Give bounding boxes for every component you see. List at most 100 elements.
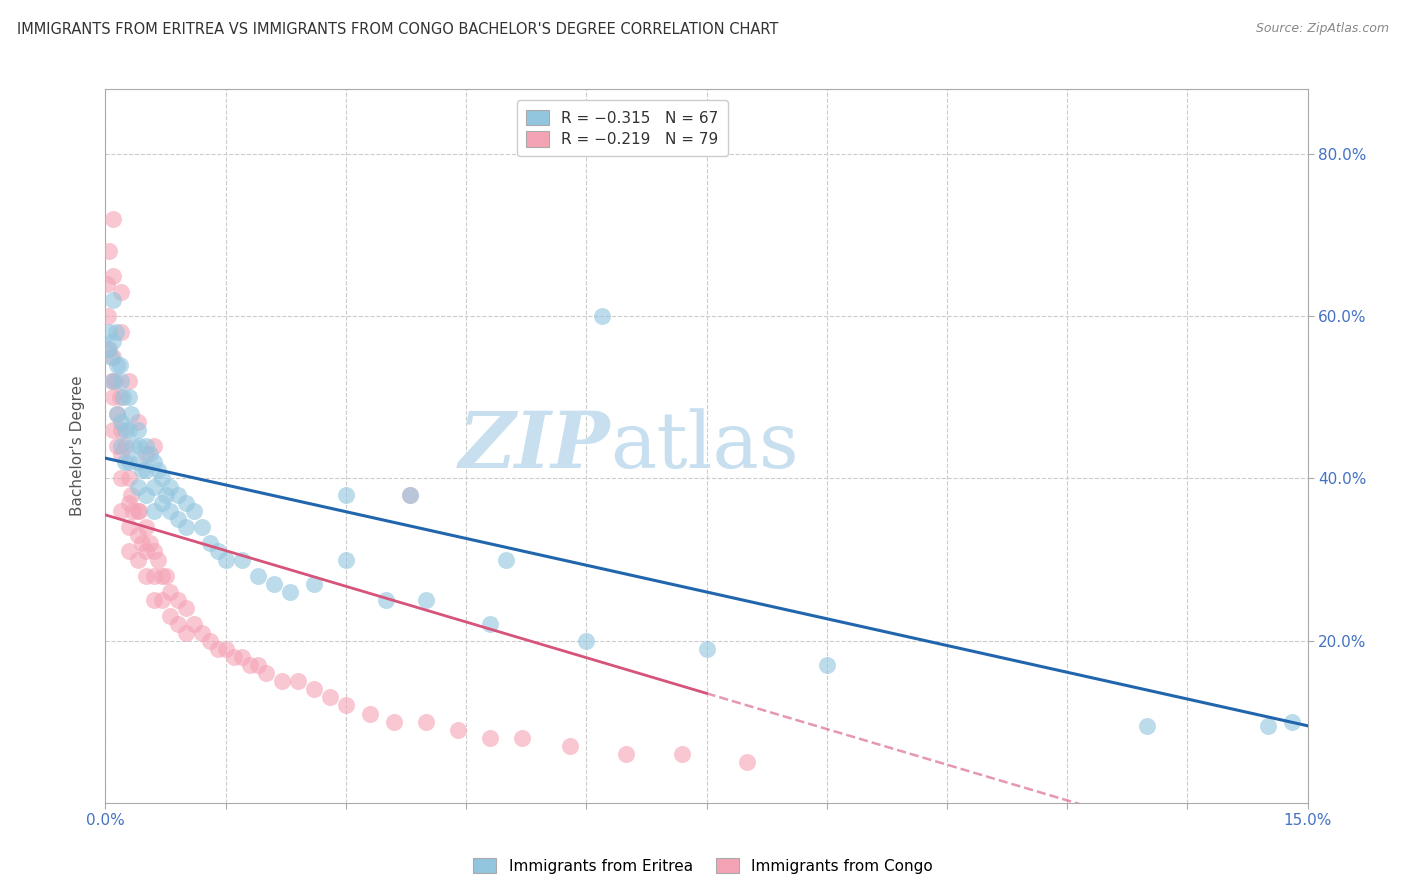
- Point: [174, 520, 197, 534]
- Point: [120, 407, 142, 421]
- Point: [495, 552, 517, 566]
- Legend: R = −0.315   N = 67, R = −0.219   N = 79: R = −0.315 N = 67, R = −0.219 N = 79: [517, 101, 728, 156]
- Point: [479, 617, 502, 632]
- Point: [142, 504, 165, 518]
- Point: [560, 739, 582, 753]
- Point: [159, 585, 181, 599]
- Point: [98, 342, 121, 356]
- Point: [190, 625, 212, 640]
- Point: [127, 479, 149, 493]
- Point: [616, 747, 638, 761]
- Point: [103, 374, 125, 388]
- Point: [118, 455, 141, 469]
- Point: [335, 552, 357, 566]
- Point: [135, 488, 157, 502]
- Point: [118, 471, 141, 485]
- Point: [98, 326, 121, 340]
- Text: ZIP: ZIP: [458, 408, 610, 484]
- Point: [735, 756, 758, 770]
- Point: [575, 633, 598, 648]
- Point: [382, 714, 405, 729]
- Point: [671, 747, 693, 761]
- Point: [142, 439, 165, 453]
- Point: [103, 390, 125, 404]
- Point: [127, 552, 149, 566]
- Point: [155, 568, 177, 582]
- Point: [135, 463, 157, 477]
- Point: [118, 520, 141, 534]
- Text: atlas: atlas: [610, 409, 799, 483]
- Point: [239, 657, 262, 672]
- Point: [118, 496, 141, 510]
- Point: [287, 674, 309, 689]
- Point: [107, 407, 129, 421]
- Point: [110, 423, 132, 437]
- Point: [101, 374, 124, 388]
- Point: [118, 544, 141, 558]
- Point: [270, 674, 292, 689]
- Point: [127, 528, 149, 542]
- Point: [107, 358, 129, 372]
- Point: [104, 326, 127, 340]
- Point: [246, 568, 269, 582]
- Point: [198, 536, 221, 550]
- Point: [103, 293, 125, 307]
- Point: [108, 358, 131, 372]
- Point: [222, 649, 245, 664]
- Point: [183, 617, 205, 632]
- Point: [103, 268, 125, 283]
- Point: [118, 390, 141, 404]
- Point: [135, 439, 157, 453]
- Point: [159, 609, 181, 624]
- Point: [263, 577, 285, 591]
- Point: [696, 641, 718, 656]
- Point: [127, 455, 149, 469]
- Point: [97, 342, 120, 356]
- Point: [335, 698, 357, 713]
- Point: [150, 471, 173, 485]
- Point: [479, 731, 502, 745]
- Point: [510, 731, 533, 745]
- Point: [107, 407, 129, 421]
- Point: [118, 423, 141, 437]
- Text: Source: ZipAtlas.com: Source: ZipAtlas.com: [1256, 22, 1389, 36]
- Point: [103, 211, 125, 226]
- Point: [127, 423, 149, 437]
- Point: [359, 706, 381, 721]
- Point: [122, 439, 145, 453]
- Point: [135, 447, 157, 461]
- Point: [103, 350, 125, 364]
- Point: [135, 544, 157, 558]
- Point: [150, 496, 173, 510]
- Point: [1257, 719, 1279, 733]
- Point: [399, 488, 422, 502]
- Point: [96, 277, 118, 291]
- Point: [104, 374, 127, 388]
- Point: [128, 439, 150, 453]
- Point: [159, 479, 181, 493]
- Point: [190, 520, 212, 534]
- Point: [107, 439, 129, 453]
- Point: [319, 690, 342, 705]
- Point: [131, 463, 153, 477]
- Point: [166, 488, 188, 502]
- Point: [198, 633, 221, 648]
- Point: [114, 439, 136, 453]
- Point: [415, 593, 437, 607]
- Point: [98, 244, 121, 259]
- Point: [131, 536, 153, 550]
- Point: [231, 649, 253, 664]
- Point: [207, 641, 229, 656]
- Point: [142, 479, 165, 493]
- Point: [128, 504, 150, 518]
- Point: [138, 536, 160, 550]
- Point: [1136, 719, 1159, 733]
- Point: [135, 520, 157, 534]
- Point: [103, 334, 125, 348]
- Point: [110, 447, 132, 461]
- Point: [142, 593, 165, 607]
- Point: [166, 593, 188, 607]
- Point: [174, 625, 197, 640]
- Point: [127, 415, 149, 429]
- Point: [1281, 714, 1303, 729]
